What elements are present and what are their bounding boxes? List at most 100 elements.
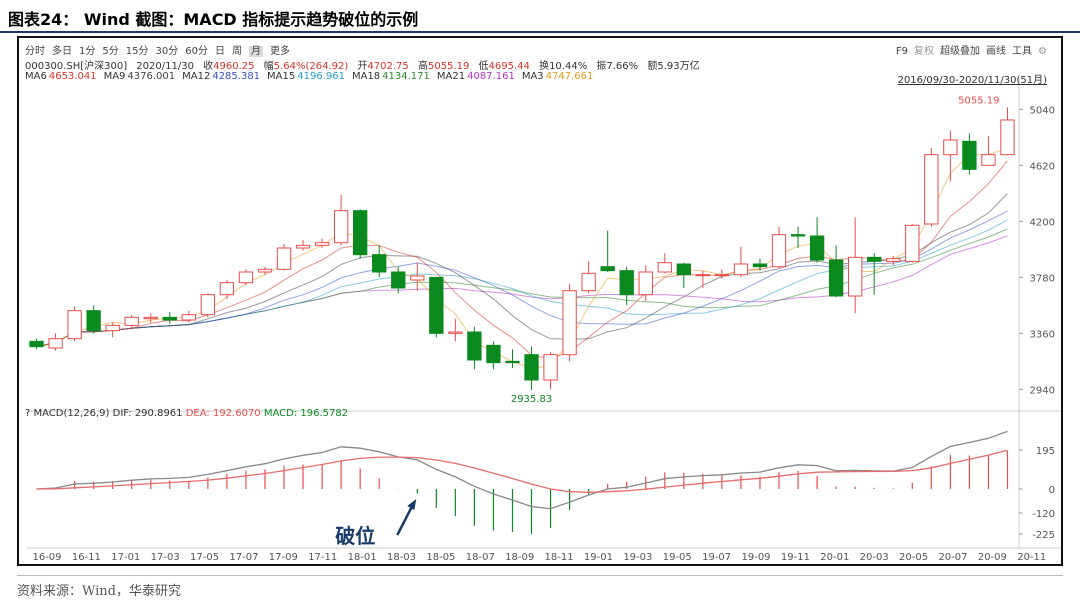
figure-title: 图表24： Wind 截图：MACD 指标提示趋势破位的示例 (8, 10, 419, 29)
period-tab-4[interactable]: 15分 (125, 46, 149, 57)
x-tick-label: 17-01 (111, 552, 140, 563)
chart-canvas: 5040 4620 4200 3780 3360 2940 5055.19 2935.83 ? … (25, 78, 1061, 563)
period-tab-2[interactable]: 1分 (79, 46, 96, 57)
ma12-line (36, 210, 1008, 348)
period-tab-0[interactable]: 分时 (25, 46, 45, 57)
candle-body (200, 294, 216, 316)
candle-body (353, 210, 368, 256)
x-tick-label: 19-07 (702, 552, 731, 563)
candle-body (828, 259, 844, 297)
x-tick-label: 17-09 (269, 552, 298, 563)
candle-body (124, 316, 139, 326)
date-range-selector[interactable]: 2016/09/30-2020/11/30(51月) (897, 75, 1047, 86)
ma6-line (36, 160, 1008, 360)
period-toolbar: 分时 多日 1分 5分 15分 30分 60分日周月更多 (25, 42, 297, 57)
tool-toolbar: F9 复权 超级叠加 画线 工具 ⚙ (890, 42, 1047, 57)
candle-body (505, 360, 520, 364)
period-tab-6[interactable]: 60分 (185, 46, 208, 57)
candle-body (809, 235, 825, 261)
x-tick-label: 19-05 (663, 552, 692, 563)
period-tab-1[interactable]: 多日 (52, 46, 72, 57)
period-tab-3[interactable]: 5分 (102, 46, 119, 57)
price-tick-label: 2940 (1030, 385, 1055, 396)
price-tick-label: 3780 (1030, 273, 1055, 284)
x-tick-label: 19-01 (584, 552, 613, 563)
ma-legend-name-4: MA18 (351, 71, 381, 82)
tool-item-2[interactable]: 超级叠加 (940, 46, 981, 57)
x-tick-label: 17-11 (308, 552, 337, 563)
period-tab-7[interactable]: 日 (214, 46, 225, 57)
macd-legend-item-1: MACD(12,26,9) (34, 408, 113, 419)
candle-body (886, 258, 901, 262)
candle-body (372, 254, 387, 273)
ma-legend-name-3: MA15 (267, 71, 296, 82)
ma9-line (36, 193, 1008, 348)
candle-body (905, 224, 920, 262)
x-tick-label: 18-05 (426, 552, 455, 563)
candle-body (790, 234, 806, 237)
gear-icon[interactable]: ⚙ (1038, 46, 1047, 57)
price-tick-label: 5040 (1030, 105, 1055, 116)
period-tab-9[interactable]: 月 (248, 46, 263, 57)
x-tick-label: 20-07 (938, 552, 967, 563)
security-code: 000300.SH[沪深300] (25, 61, 128, 72)
tool-item-0[interactable]: F9 (895, 46, 909, 57)
period-tab-8[interactable]: 周 (231, 46, 242, 57)
candle-body (714, 274, 730, 277)
ma-legend-name-5: MA21 (436, 71, 466, 82)
candle-body (105, 324, 120, 332)
candle-body (600, 266, 615, 272)
candle-body (981, 154, 996, 166)
close-price: 收4960.25 (203, 61, 255, 72)
x-tick-label: 18-03 (387, 552, 416, 563)
x-tick-label: 18-07 (466, 552, 495, 563)
x-tick-label: 18-09 (505, 552, 534, 563)
x-tick-label: 20-11 (1017, 552, 1046, 563)
ma-legend-value-5: 4087.161 (467, 71, 515, 82)
low-price: 低4695.44 (478, 61, 530, 72)
candle-body (638, 271, 653, 296)
candle-body (162, 316, 177, 321)
candle-body (752, 263, 768, 268)
x-tick-label: 16-09 (32, 552, 61, 563)
footer-rule (17, 575, 1063, 576)
period-tab-5[interactable]: 30分 (155, 46, 179, 57)
x-tick-label: 19-11 (781, 552, 810, 563)
amount: 额5.93万亿 (647, 61, 700, 72)
candle-body (391, 271, 406, 289)
candle-body (543, 354, 558, 381)
tool-item-4[interactable]: 工具 (1012, 46, 1033, 57)
x-tick-label: 19-03 (623, 552, 652, 563)
candle-body (143, 316, 158, 320)
candle-body (486, 344, 501, 364)
break-arrow-shaft (396, 503, 415, 536)
candle-body (771, 234, 787, 268)
ma-legend-value-2: 4285.381 (212, 71, 261, 82)
macd-legend: ? MACD(12,26,9) DIF: 290.8961 DEA: 192.6… (25, 408, 348, 419)
candle-body (524, 354, 539, 381)
ma-legend: MA6 4653.041 MA9 4376.001 MA12 4285.381 MA15 41… (25, 71, 600, 82)
high-price: 高5055.19 (417, 61, 470, 72)
tool-item-1[interactable]: 复权 (914, 46, 935, 57)
candle-body (657, 262, 672, 273)
ma-legend-value-3: 4196.961 (297, 71, 345, 82)
candle-body (733, 263, 749, 276)
candle-body (467, 331, 482, 361)
high-annotation: 5055.19 (958, 95, 999, 106)
macd-tick-label: -225 (1032, 530, 1055, 541)
candle-body (562, 290, 577, 356)
ma-legend-name-6: MA3 (521, 71, 544, 82)
candle-body (238, 271, 254, 284)
tool-item-3[interactable]: 画线 (986, 46, 1007, 57)
period-tab-10[interactable]: 更多 (269, 46, 290, 57)
candle-body (314, 242, 330, 246)
break-annotation: 破位 (335, 524, 375, 548)
candle-body (848, 256, 863, 297)
title-rule (0, 31, 1080, 33)
macd-legend-item-0: ? (25, 408, 34, 419)
macd-legend-item-4: MACD: 196.5782 (264, 408, 348, 419)
ma-legend-value-4: 4134.171 (382, 71, 430, 82)
open-price: 开4702.75 (357, 61, 409, 72)
candle-body (429, 276, 444, 334)
ma-legend-value-1: 4376.001 (127, 71, 176, 82)
